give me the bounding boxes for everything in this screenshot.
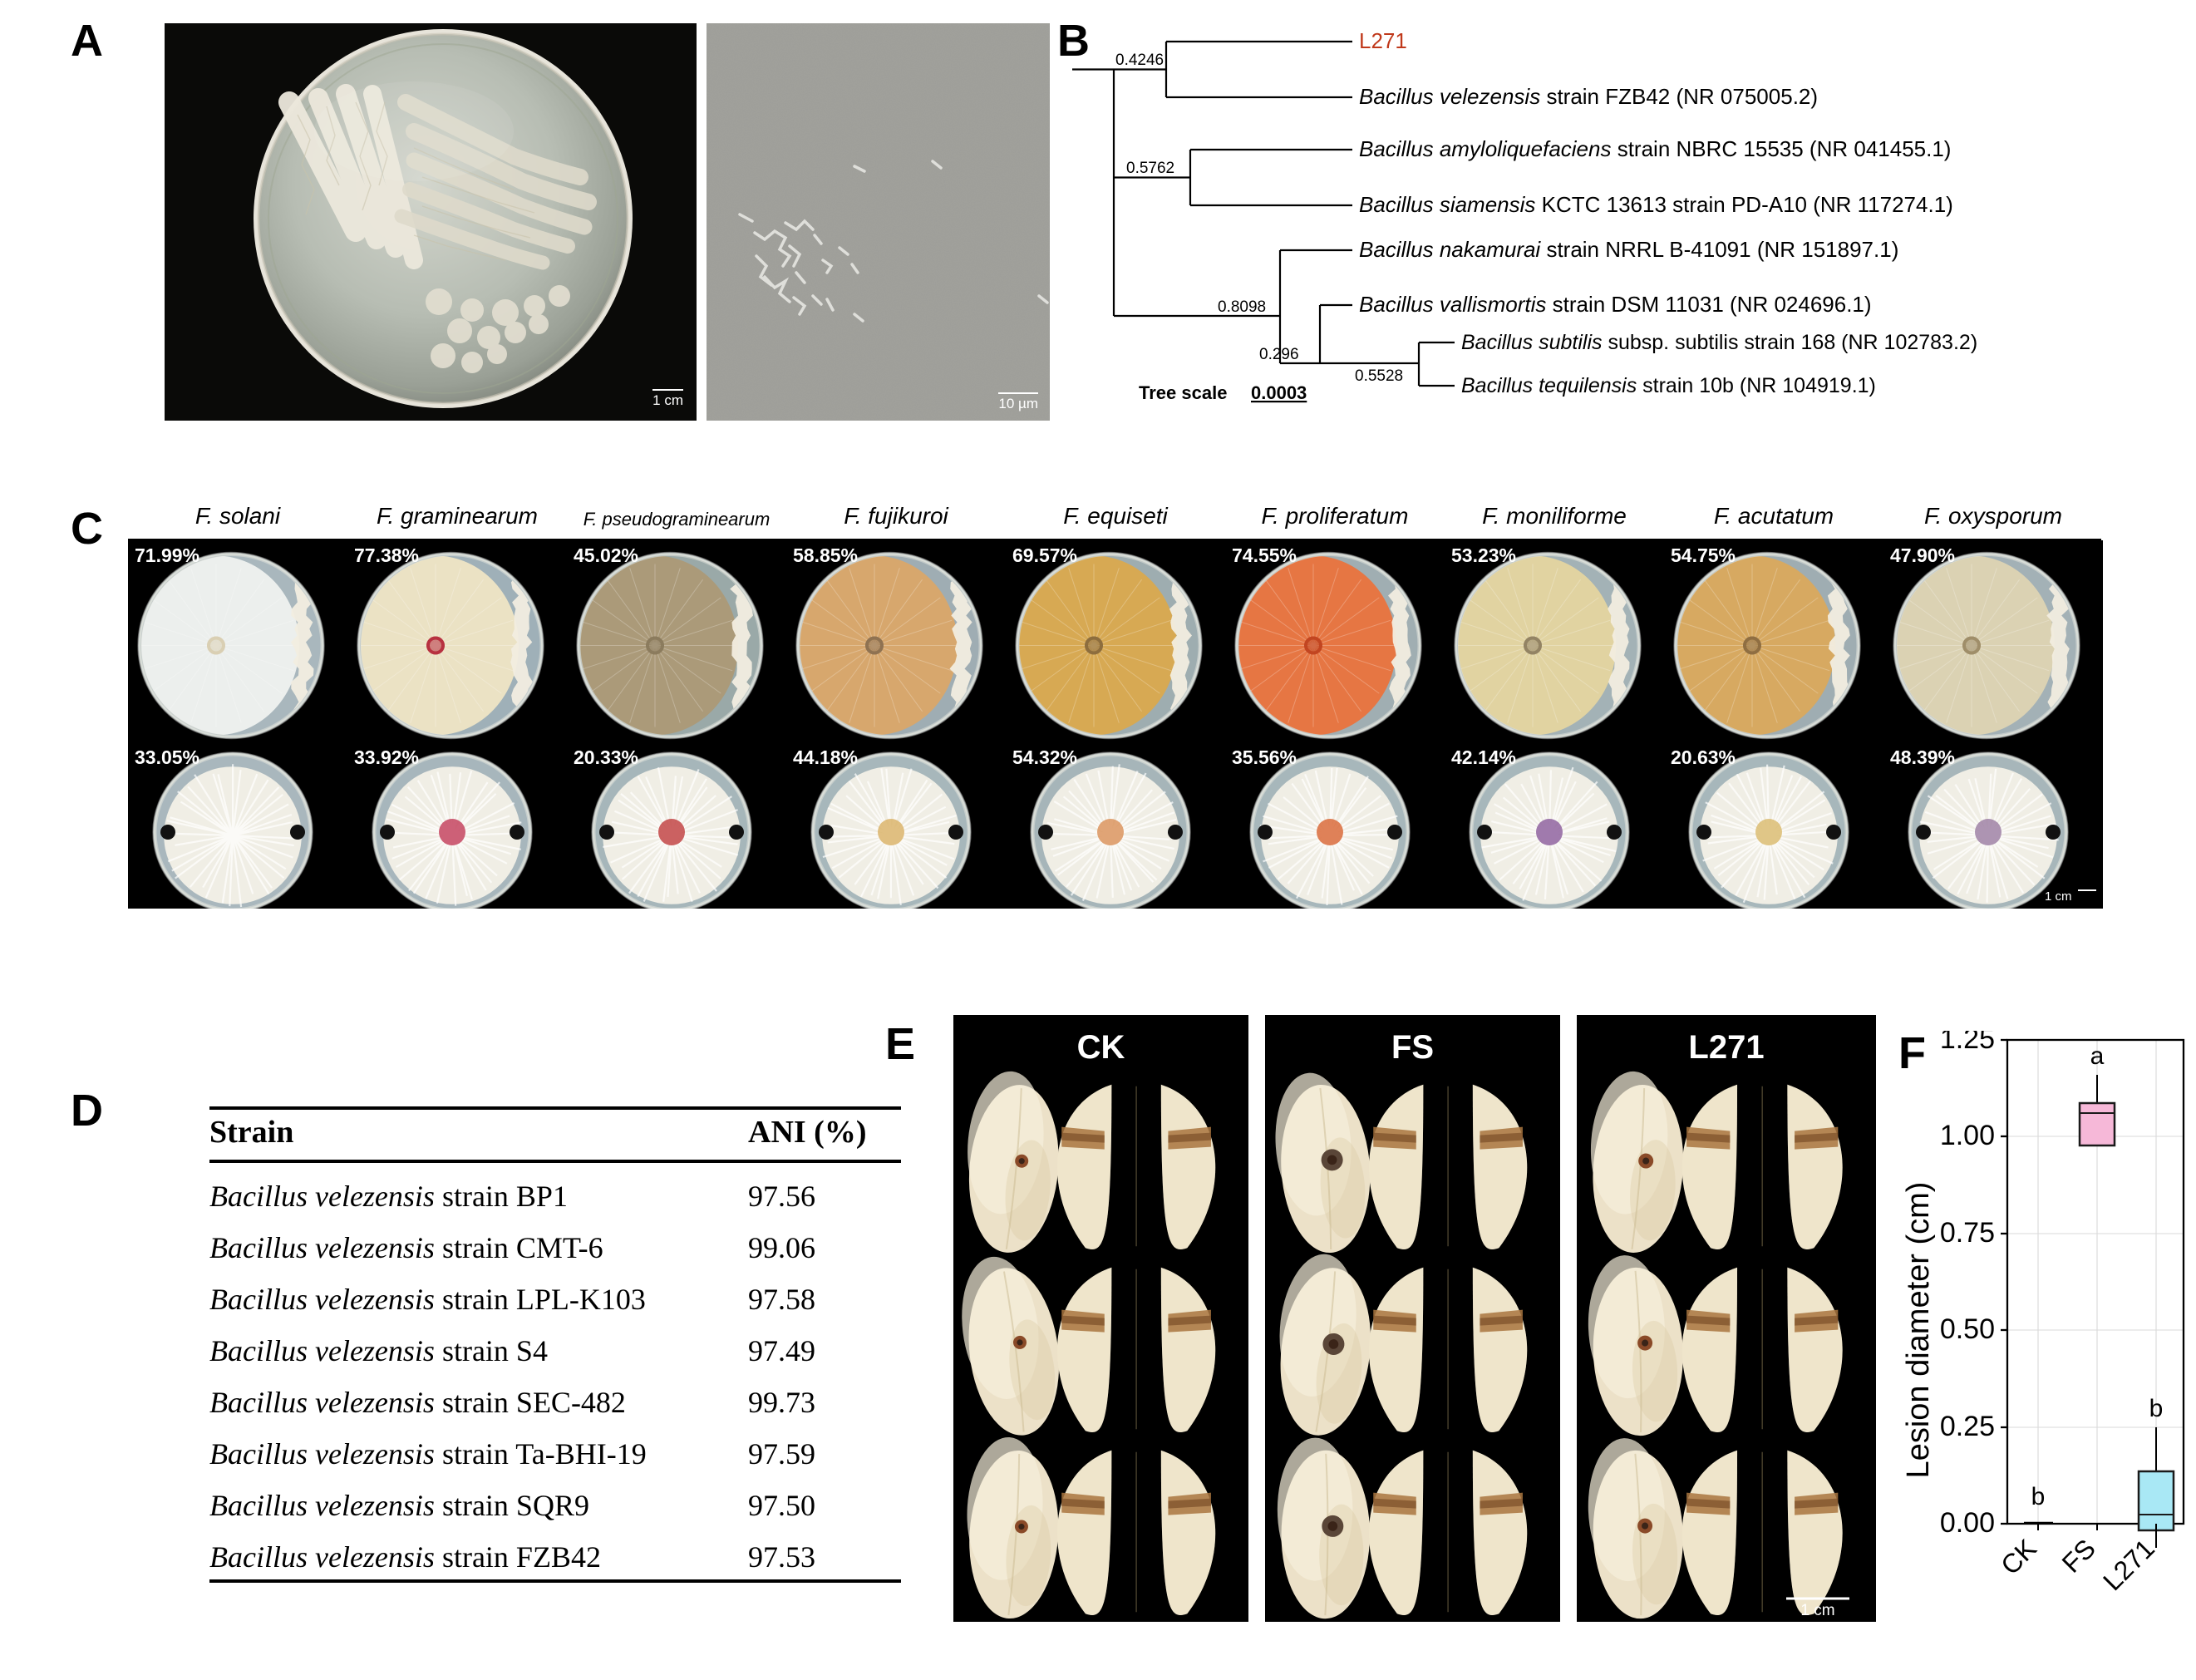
svg-text:45.02%: 45.02% [574, 544, 638, 566]
svg-text:0.8098: 0.8098 [1218, 298, 1266, 316]
svg-text:CK: CK [1077, 1029, 1125, 1066]
svg-text:Bacillus velezensis strain FZB: Bacillus velezensis strain FZB42 (NR 075… [1359, 84, 1818, 109]
svg-text:69.57%: 69.57% [1012, 544, 1077, 566]
svg-text:L271: L271 [1359, 28, 1407, 53]
svg-text:Tree scale: Tree scale [1139, 382, 1227, 403]
svg-text:0.5528: 0.5528 [1355, 367, 1403, 385]
svg-text:b: b [2149, 1395, 2164, 1422]
svg-text:58.85%: 58.85% [793, 544, 858, 566]
svg-text:35.56%: 35.56% [1232, 746, 1297, 768]
svg-text:Bacillus nakamurai strain NRRL: Bacillus nakamurai strain NRRL B-41091 (… [1359, 237, 1898, 262]
svg-text:33.92%: 33.92% [354, 746, 419, 768]
svg-text:33.05%: 33.05% [135, 746, 199, 768]
svg-text:Lesion diameter (cm): Lesion diameter (cm) [1901, 1182, 1936, 1479]
svg-text:Bacillus subtilis subsp. subti: Bacillus subtilis subsp. subtilis strain… [1461, 331, 1977, 354]
svg-text:20.33%: 20.33% [574, 746, 638, 768]
svg-text:77.38%: 77.38% [354, 544, 419, 566]
svg-text:1.00: 1.00 [1940, 1120, 1995, 1151]
svg-text:54.32%: 54.32% [1012, 746, 1077, 768]
svg-text:0.75: 0.75 [1940, 1217, 1995, 1249]
svg-text:53.23%: 53.23% [1451, 544, 1516, 566]
svg-text:CK: CK [1995, 1533, 2042, 1580]
svg-text:0.00: 0.00 [1940, 1507, 1995, 1539]
svg-text:1.25: 1.25 [1940, 1031, 1995, 1055]
svg-text:Bacillus vallismortis strain D: Bacillus vallismortis strain DSM 11031 (… [1359, 292, 1872, 317]
svg-text:Bacillus tequilensis strain 10: Bacillus tequilensis strain 10b (NR 1049… [1461, 374, 1876, 397]
svg-text:0.4246: 0.4246 [1115, 52, 1164, 69]
svg-text:0.5762: 0.5762 [1126, 160, 1174, 177]
svg-text:47.90%: 47.90% [1890, 544, 1955, 566]
svg-text:FS: FS [1391, 1029, 1434, 1066]
svg-text:48.39%: 48.39% [1890, 746, 1955, 768]
svg-text:71.99%: 71.99% [135, 544, 199, 566]
svg-text:Bacillus amyloliquefaciens str: Bacillus amyloliquefaciens strain NBRC 1… [1359, 136, 1951, 161]
svg-text:0.25: 0.25 [1940, 1411, 1995, 1442]
svg-text:1 cm: 1 cm [2045, 889, 2072, 904]
svg-text:L271: L271 [1688, 1029, 1764, 1066]
svg-text:b: b [2031, 1483, 2046, 1510]
svg-text:1 cm: 1 cm [1800, 1602, 1834, 1619]
svg-text:20.63%: 20.63% [1671, 746, 1736, 768]
svg-text:L271: L271 [2097, 1533, 2160, 1596]
svg-text:0.50: 0.50 [1940, 1313, 1995, 1345]
svg-text:Bacillus siamensis KCTC 13613: Bacillus siamensis KCTC 13613 strain PD-… [1359, 192, 1953, 217]
svg-text:FS: FS [2056, 1533, 2101, 1578]
svg-text:0.0003: 0.0003 [1251, 382, 1307, 403]
svg-text:0.296: 0.296 [1259, 346, 1299, 363]
svg-text:74.55%: 74.55% [1232, 544, 1297, 566]
svg-text:a: a [2090, 1042, 2105, 1070]
svg-text:42.14%: 42.14% [1451, 746, 1516, 768]
svg-text:44.18%: 44.18% [793, 746, 858, 768]
svg-text:54.75%: 54.75% [1671, 544, 1736, 566]
